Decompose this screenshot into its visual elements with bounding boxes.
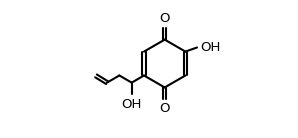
Text: OH: OH <box>122 98 142 111</box>
Text: O: O <box>159 12 170 25</box>
Text: O: O <box>159 103 170 116</box>
Text: OH: OH <box>201 41 221 54</box>
